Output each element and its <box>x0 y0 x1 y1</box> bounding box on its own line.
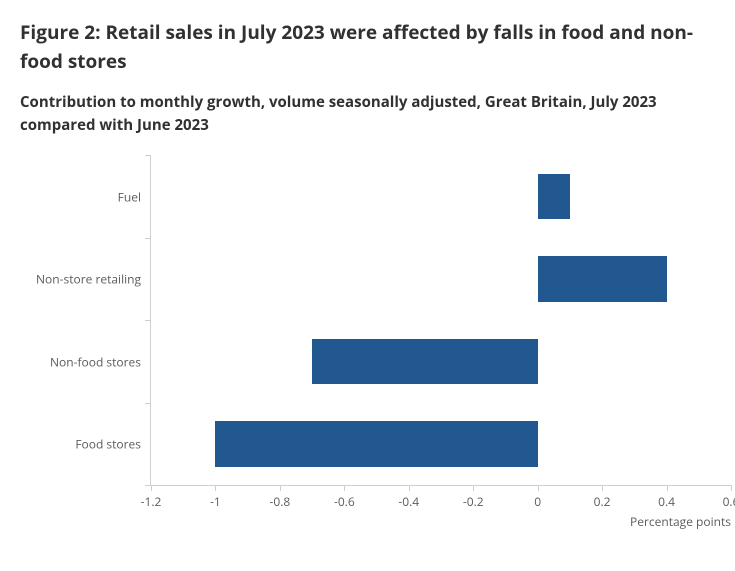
y-tick <box>145 485 151 486</box>
bar <box>538 256 667 301</box>
x-tick-label: 0.6 <box>723 485 735 510</box>
chart-area: -1.2 -1 -0.8 -0.6 -0.4 -0.2 0 0.2 0.4 0.6 Fuel Non-… <box>20 155 735 555</box>
plot-area: -1.2-1-0.8-0.6-0.4-0.200.20.40.6FuelNon-… <box>150 155 731 486</box>
x-tick-label: -1.2 <box>141 485 162 510</box>
figure-title: Figure 2: Retail sales in July 2023 were… <box>20 18 715 77</box>
bar <box>312 339 538 384</box>
category-label: Food stores <box>75 436 151 453</box>
x-tick-label: 0.4 <box>658 485 675 510</box>
y-tick <box>145 320 151 321</box>
y-tick <box>145 403 151 404</box>
y-tick <box>145 155 151 156</box>
category-label: Fuel <box>118 188 151 205</box>
figure-wrapper: Figure 2: Retail sales in July 2023 were… <box>0 0 735 555</box>
y-tick <box>145 238 151 239</box>
x-axis-title: Percentage points <box>630 513 731 530</box>
bar <box>538 174 570 219</box>
x-tick-label: -1 <box>210 485 221 510</box>
x-tick-label: 0 <box>534 485 541 510</box>
x-tick-label: -0.4 <box>398 485 419 510</box>
x-tick-label: -0.2 <box>463 485 484 510</box>
bar <box>215 421 537 466</box>
x-tick-label: -0.6 <box>334 485 355 510</box>
x-tick-label: -0.8 <box>270 485 291 510</box>
x-tick-label: 0.2 <box>594 485 611 510</box>
figure-subtitle: Contribution to monthly growth, volume s… <box>20 91 715 138</box>
category-label: Non-store retailing <box>36 271 151 288</box>
category-label: Non-food stores <box>50 353 151 370</box>
